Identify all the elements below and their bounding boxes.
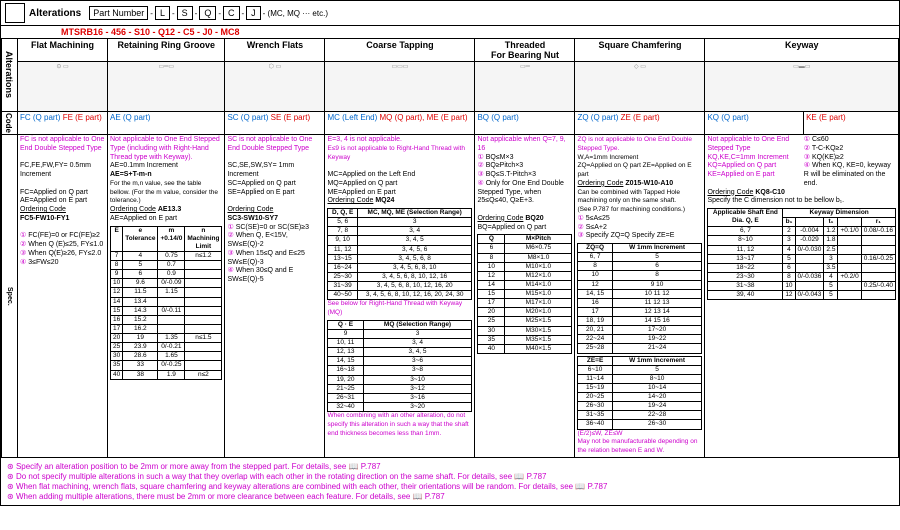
table-ct2: Q · EMQ (Selection Range)9310, 113, 412,… (327, 320, 472, 412)
table-sc2: ZE=EW 1mm Increment6~10511~148~1015~1910… (577, 356, 702, 430)
pn-box-C: C (223, 6, 240, 20)
table-kw: Applicable Shaft End Dia. Q, EKeyway Dim… (707, 208, 896, 300)
diagram-ct: ▭▭▭ (325, 62, 475, 112)
spec-kw: Not applicable to One End Stepped Type K… (705, 135, 899, 458)
code-rr: AE (Q part) (108, 112, 225, 135)
table-sc1: ZQ=QW 1mm Increment6, 7586108129 1014, 1… (577, 243, 702, 354)
alterations-label: Alterations (29, 8, 81, 19)
table-rr: Ee Tolerancem +0.14/0n Machining Limit 7… (110, 226, 222, 380)
shaft-icon (5, 3, 25, 23)
spec-ct: E=3, 4 is not applicable. E≤9 is not app… (325, 135, 475, 458)
diagram-th: ▭═ (475, 62, 575, 112)
hdr-coarse-tapping: Coarse Tapping (325, 39, 475, 62)
diagram-sc: ◇ ▭ (575, 62, 705, 112)
pn-box-J: J (246, 6, 261, 20)
hdr-wrench-flats: Wrench Flats (225, 39, 325, 62)
code-wf: SC (Q part) SE (E part) (225, 112, 325, 135)
hdr-flat-machining: Flat Machining (18, 39, 108, 62)
footnotes: ⊛ Specify an alteration position to be 2… (1, 458, 899, 505)
code-kq: KQ (Q part) (705, 112, 804, 135)
hdr-retaining-ring: Retaining Ring Groove (108, 39, 225, 62)
code-sc: ZQ (Q part) ZE (E part) (575, 112, 705, 135)
code-label: Code (2, 112, 18, 135)
part-number-header: Alterations Part Number - L- S- Q- C- J … (1, 1, 899, 26)
diagram-rr: ▭═▭ (108, 62, 225, 112)
spec-sc: ZQ is not applicable to One End Double S… (575, 135, 705, 458)
spec-label: Spec. (2, 135, 18, 458)
table-ct1: D, Q, EMC, MQ, ME (Selection Range)5, 63… (327, 208, 472, 300)
code-th: BQ (Q part) (475, 112, 575, 135)
example-code: MTSRB16 - 456 - S10 - Q12 - C5 - J0 - MC… (21, 26, 899, 38)
spec-wf: SC is not applicable to One End Double S… (225, 135, 325, 458)
spec-th: Not applicable when Q=7, 9, 16 ① BQ≤M×3 … (475, 135, 575, 458)
code-ke: KE (E part) (804, 112, 899, 135)
alterations-sidelabel: Alterations (2, 39, 18, 112)
part-number-template: Part Number - L- S- Q- C- J - (MC, MQ ··… (89, 6, 328, 20)
diagram-fm: ⊙ ▭ (18, 62, 108, 112)
pn-label: Part Number (89, 6, 148, 20)
hdr-keyway: Keyway (705, 39, 899, 62)
alterations-table: Alterations Flat Machining Retaining Rin… (1, 38, 899, 458)
table-th: QM×Pitch6M6×0.758M8×1.010M10×1.012M12×1.… (477, 234, 572, 354)
spec-rr: Not applicable to One End Stepped Type (… (108, 135, 225, 458)
hdr-threaded: ThreadedFor Bearing Nut (475, 39, 575, 62)
code-ct: MC (Left End) MQ (Q part), ME (E part) (325, 112, 475, 135)
diagram-wf: ⬡ ▭ (225, 62, 325, 112)
pn-box-L: L (155, 6, 170, 20)
spec-fm: FC is not applicable to One End Double S… (18, 135, 108, 458)
hdr-square-chamfering: Square Chamfering (575, 39, 705, 62)
diagram-kw: ▭▬▭ (705, 62, 899, 112)
pn-box-Q: Q (199, 6, 216, 20)
code-fm: FC (Q part) FE (E part) (18, 112, 108, 135)
pn-box-S: S (177, 6, 193, 20)
